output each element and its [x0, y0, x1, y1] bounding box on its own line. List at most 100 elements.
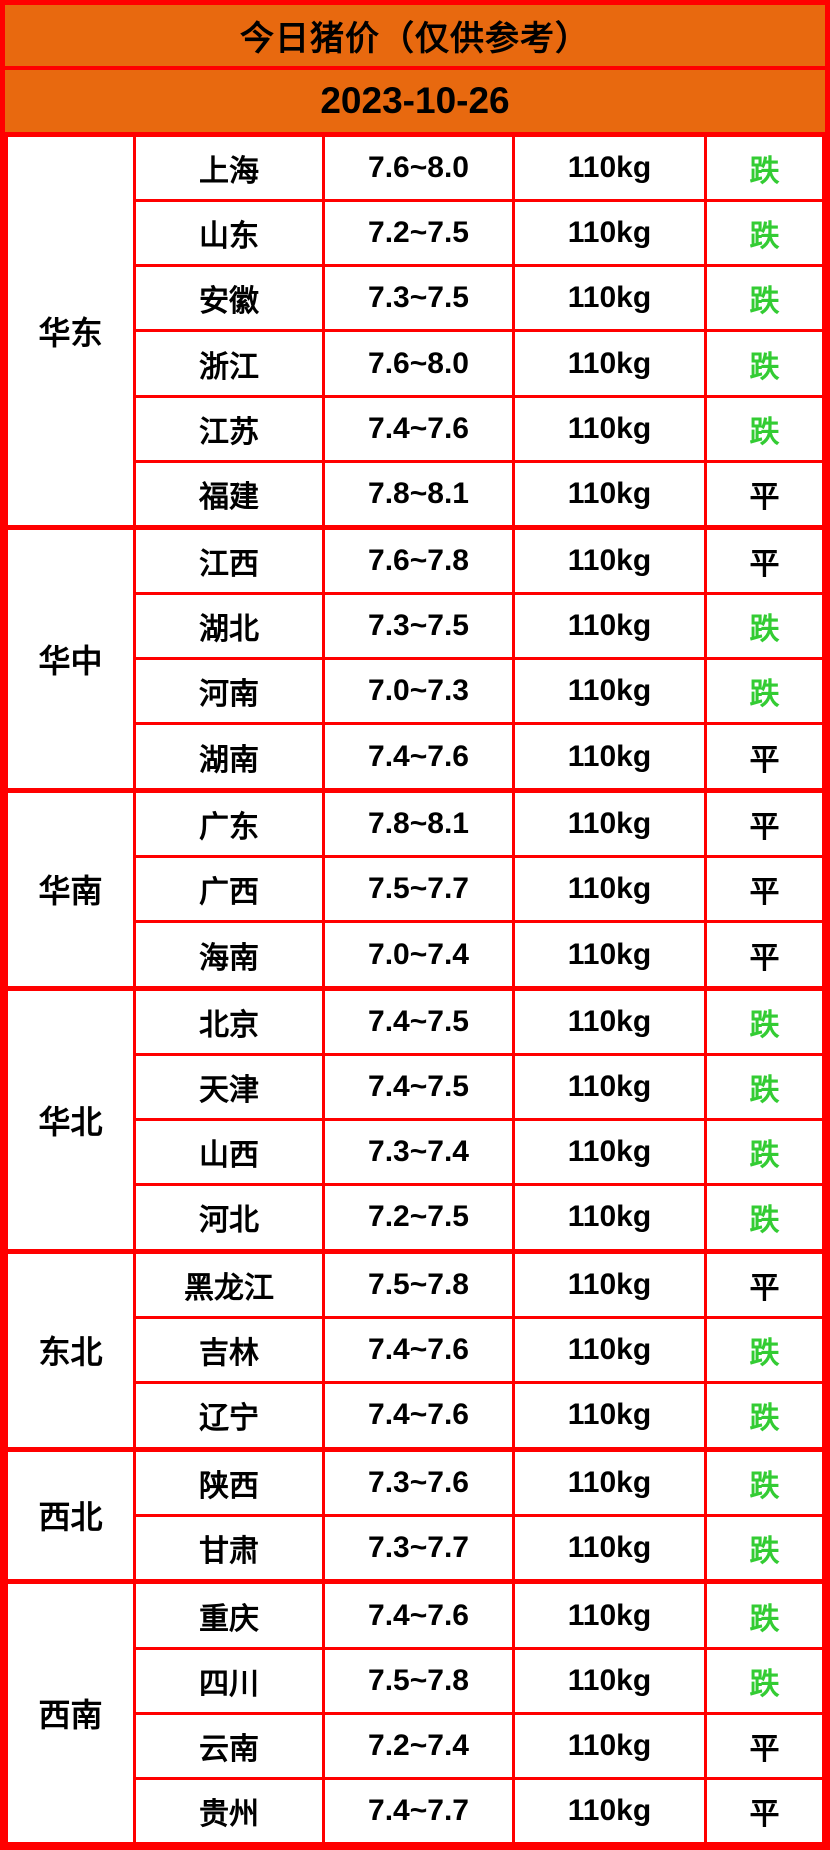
- status-cell: 平: [704, 459, 825, 529]
- status-cell: 跌: [704, 329, 825, 398]
- weight-cell: 110kg: [512, 132, 707, 203]
- weight-cell: 110kg: [512, 657, 707, 726]
- status-cell: 跌: [704, 985, 825, 1057]
- province-cell: 浙江: [133, 329, 325, 398]
- weight-cell: 110kg: [512, 329, 707, 398]
- price-cell: 7.4~7.6: [322, 1316, 515, 1385]
- province-cell: 河南: [133, 657, 325, 726]
- status-cell: 跌: [704, 1118, 825, 1187]
- table-row: 河南 7.0~7.3 110kg 跌: [7, 657, 825, 726]
- weight-cell: 110kg: [512, 855, 707, 924]
- weight-cell: 110kg: [512, 1776, 707, 1845]
- status-cell: 跌: [704, 1316, 825, 1385]
- province-cell: 贵州: [133, 1776, 325, 1845]
- region-cell: 华南: [5, 787, 136, 990]
- price-table-wrap: 华东 上海 7.6~8.0 110kg 跌山东 7.2~7.5 110kg 跌安徽 7.3~7.…: [5, 132, 825, 1845]
- status-cell: 跌: [704, 1053, 825, 1122]
- table-row: 东北 黑龙江 7.5~7.8 110kg 平: [5, 1248, 825, 1451]
- weight-cell: 110kg: [512, 1646, 707, 1715]
- price-cell: 7.6~7.8: [322, 524, 515, 596]
- province-cell: 黑龙江: [133, 1248, 325, 1320]
- status-cell: 跌: [704, 1646, 825, 1715]
- weight-cell: 110kg: [512, 1513, 707, 1584]
- table-row: 贵州 7.4~7.7 110kg 平: [7, 1776, 825, 1845]
- page-title: 今日猪价（仅供参考）: [240, 20, 590, 58]
- price-cell: 7.5~7.8: [322, 1646, 515, 1715]
- status-cell: 平: [704, 524, 825, 596]
- province-cell: 山西: [133, 1118, 325, 1187]
- province-cell: 江西: [133, 524, 325, 596]
- status-cell: 跌: [704, 1446, 825, 1517]
- weight-cell: 110kg: [512, 920, 707, 990]
- weight-cell: 110kg: [512, 1711, 707, 1780]
- status-cell: 平: [704, 1711, 825, 1780]
- table-row: 广西 7.5~7.7 110kg 平: [7, 855, 825, 924]
- price-cell: 7.2~7.5: [322, 199, 515, 268]
- province-cell: 山东: [133, 199, 325, 268]
- region-cell: 西北: [5, 1446, 136, 1584]
- weight-cell: 110kg: [512, 1316, 707, 1385]
- status-cell: 跌: [704, 264, 825, 333]
- weight-cell: 110kg: [512, 1183, 707, 1253]
- table-row: 华南 广东 7.8~8.1 110kg 平: [5, 787, 825, 990]
- weight-cell: 110kg: [512, 1248, 707, 1320]
- weight-cell: 110kg: [512, 1118, 707, 1187]
- table-row: 四川 7.5~7.8 110kg 跌: [7, 1646, 825, 1715]
- weight-cell: 110kg: [512, 1579, 707, 1650]
- province-cell: 广东: [133, 787, 325, 859]
- table-row: 江苏 7.4~7.6 110kg 跌: [7, 394, 825, 463]
- province-cell: 重庆: [133, 1579, 325, 1650]
- region-cell: 华中: [5, 524, 136, 792]
- status-cell: 跌: [704, 199, 825, 268]
- table-row: 甘肃 7.3~7.7 110kg 跌: [7, 1513, 825, 1584]
- weight-cell: 110kg: [512, 787, 707, 859]
- table-row: 山东 7.2~7.5 110kg 跌: [7, 199, 825, 268]
- table-row: 辽宁 7.4~7.6 110kg 跌: [7, 1381, 825, 1451]
- province-cell: 上海: [133, 132, 325, 203]
- status-cell: 平: [704, 1248, 825, 1320]
- status-cell: 跌: [704, 132, 825, 203]
- price-cell: 7.2~7.5: [322, 1183, 515, 1253]
- table-row: 山西 7.3~7.4 110kg 跌: [7, 1118, 825, 1187]
- province-cell: 云南: [133, 1711, 325, 1780]
- status-cell: 平: [704, 722, 825, 792]
- weight-cell: 110kg: [512, 722, 707, 792]
- title-band: 今日猪价（仅供参考）: [5, 5, 825, 70]
- table-row: 浙江 7.6~8.0 110kg 跌: [7, 329, 825, 398]
- price-cell: 7.2~7.4: [322, 1711, 515, 1780]
- price-cell: 7.4~7.6: [322, 1579, 515, 1650]
- province-cell: 湖北: [133, 592, 325, 661]
- province-cell: 江苏: [133, 394, 325, 463]
- status-cell: 跌: [704, 1381, 825, 1451]
- status-cell: 平: [704, 920, 825, 990]
- price-cell: 7.5~7.7: [322, 855, 515, 924]
- province-cell: 湖南: [133, 722, 325, 792]
- weight-cell: 110kg: [512, 985, 707, 1057]
- price-cell: 7.4~7.6: [322, 722, 515, 792]
- table-row: 吉林 7.4~7.6 110kg 跌: [7, 1316, 825, 1385]
- status-cell: 跌: [704, 1579, 825, 1650]
- table-row: 安徽 7.3~7.5 110kg 跌: [7, 264, 825, 333]
- weight-cell: 110kg: [512, 459, 707, 529]
- price-cell: 7.6~8.0: [322, 329, 515, 398]
- price-cell: 7.0~7.3: [322, 657, 515, 726]
- province-cell: 甘肃: [133, 1513, 325, 1584]
- table-row: 华中 江西 7.6~7.8 110kg 平: [5, 524, 825, 792]
- price-cell: 7.3~7.7: [322, 1513, 515, 1584]
- region-cell: 华北: [5, 985, 136, 1253]
- weight-cell: 110kg: [512, 1381, 707, 1451]
- table-row: 福建 7.8~8.1 110kg 平: [7, 459, 825, 529]
- price-cell: 7.4~7.6: [322, 1381, 515, 1451]
- price-cell: 7.8~8.1: [322, 459, 515, 529]
- region-cell: 华东: [5, 132, 136, 529]
- status-cell: 跌: [704, 1513, 825, 1584]
- date-label: 2023-10-26: [320, 80, 510, 121]
- province-cell: 海南: [133, 920, 325, 990]
- price-cell: 7.8~8.1: [322, 787, 515, 859]
- table-row: 西南 重庆 7.4~7.6 110kg 跌: [5, 1579, 825, 1845]
- weight-cell: 110kg: [512, 1053, 707, 1122]
- status-cell: 平: [704, 1776, 825, 1845]
- weight-cell: 110kg: [512, 1446, 707, 1517]
- price-cell: 7.3~7.4: [322, 1118, 515, 1187]
